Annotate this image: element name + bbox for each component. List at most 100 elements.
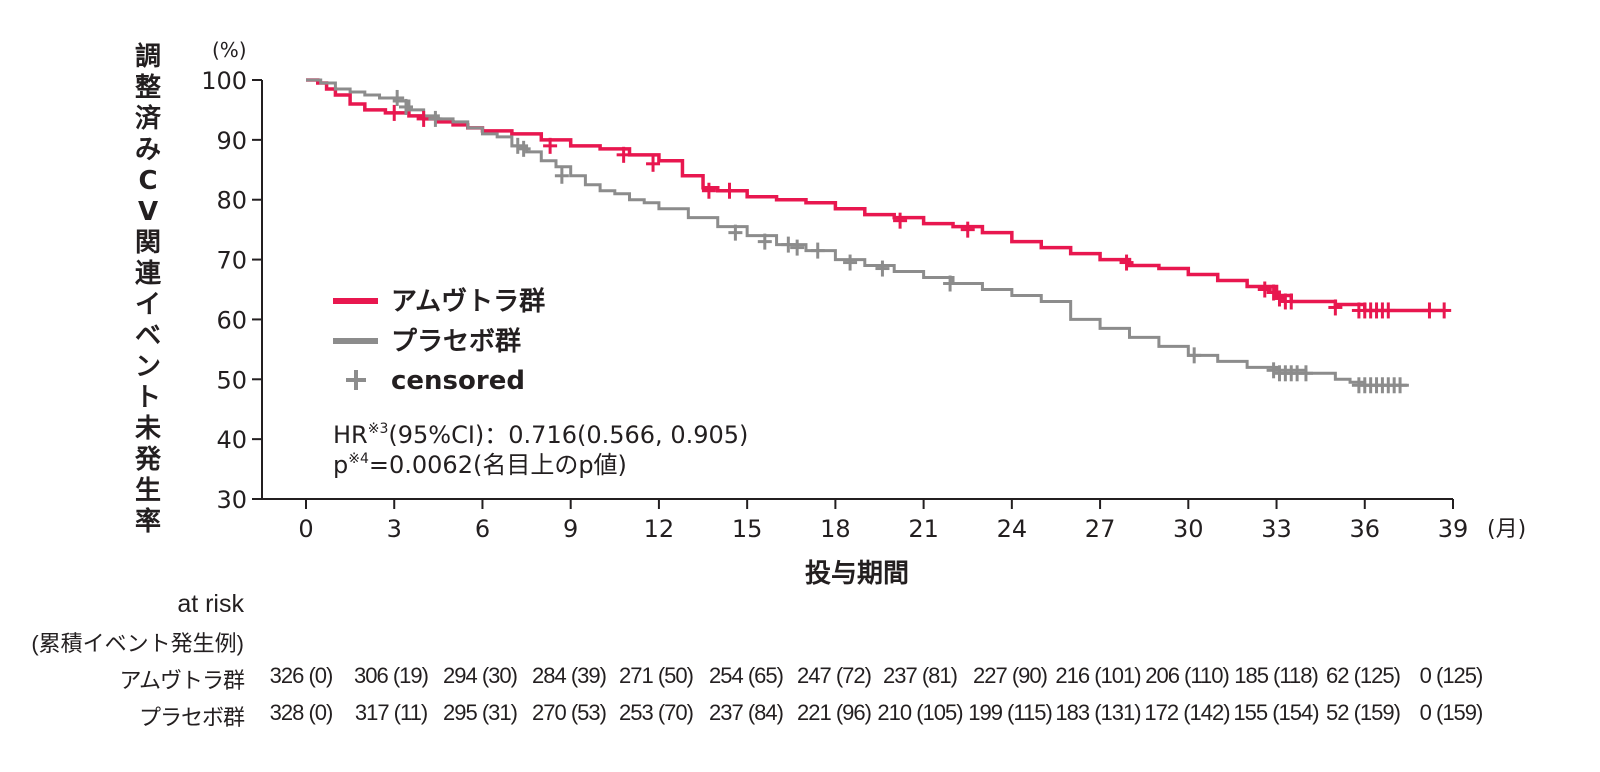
at-risk-cell: 326 (0) <box>269 663 334 688</box>
x-tick-label: 30 <box>1173 515 1204 543</box>
at-risk-row: プラセボ群 328 (0) 317 (11) 295 (31) 270 (53) 253 … <box>0 700 1600 730</box>
at-risk-cell: 199 (115) <box>968 700 1053 725</box>
at-risk-cell: 172 (142) <box>1144 700 1230 725</box>
at-risk-row-name: プラセボ群 <box>138 705 245 730</box>
y-tick-label: 80 <box>216 187 247 215</box>
at-risk-cell: 271 (50) <box>619 663 694 688</box>
x-unit-label: (月) <box>1487 517 1526 542</box>
y-axis-label-char: 発 <box>134 445 161 475</box>
censor-mark <box>1119 254 1134 271</box>
at-risk-cell: 0 (125) <box>1419 663 1484 688</box>
censor-mark <box>1437 302 1452 319</box>
censor-mark <box>1328 299 1343 316</box>
at-risk-cell: 216 (101) <box>1055 663 1141 688</box>
censor-mark <box>390 89 405 106</box>
y-axis-label-char: 率 <box>134 507 161 537</box>
y-axis-label-char: ン <box>134 352 161 382</box>
x-tick-label: 0 <box>298 515 313 543</box>
censor-mark <box>757 233 772 250</box>
censor-mark <box>398 98 413 115</box>
at-risk-cell: 328 (0) <box>269 700 334 725</box>
censor-mark <box>616 146 631 163</box>
y-axis-label-char: ト <box>134 383 161 413</box>
censor-mark <box>843 254 858 271</box>
p-annotation: p※4=0.0062(名目上のp値) <box>333 451 627 479</box>
censor-mark <box>646 155 661 172</box>
y-tick-label: 30 <box>216 486 247 514</box>
x-tick-label: 15 <box>732 515 763 543</box>
x-tick-label: 21 <box>908 515 939 543</box>
at-risk-cell: 210 (105) <box>877 700 963 725</box>
x-axis-label: 投与期間 <box>805 559 909 589</box>
y-axis-label-char: み <box>134 135 161 165</box>
censor-mark <box>1422 302 1437 319</box>
at-risk-subtitle: (累積イベント発生例) <box>31 631 244 656</box>
at-risk-cell: 206 (110) <box>1145 663 1230 688</box>
x-tick-label: 9 <box>563 515 578 543</box>
y-axis-label-char: 未 <box>134 414 161 444</box>
at-risk-cell: 253 (70) <box>619 700 694 725</box>
at-risk-cell: 254 (65) <box>709 663 784 688</box>
censor-mark <box>790 239 805 256</box>
censor-mark <box>893 212 908 229</box>
axes <box>252 79 1454 509</box>
at-risk-cell: 306 (19) <box>354 663 429 688</box>
y-axis-label-char: 整 <box>134 73 161 103</box>
censor-mark <box>554 167 569 184</box>
series-lines <box>306 78 1445 387</box>
y-axis-label-char: C <box>138 166 158 196</box>
at-risk-cell: 0 (159) <box>1419 700 1484 725</box>
censor-mark <box>416 110 431 127</box>
at-risk-cell: 183 (131) <box>1055 700 1141 725</box>
x-tick-label: 39 <box>1438 515 1469 543</box>
y-unit-label: (%) <box>212 38 247 62</box>
series-line-placebo <box>306 78 1409 387</box>
legend-label: censored <box>391 366 525 396</box>
y-axis-label-char: 生 <box>134 476 161 506</box>
y-axis-label-char: 済 <box>134 104 161 134</box>
censor-mark <box>960 221 975 238</box>
y-axis-label-char: イ <box>134 290 161 320</box>
censor-mark <box>1187 347 1202 364</box>
annotation: HR※3(95%CI)：0.716(0.566, 0.905)p※4=0.006… <box>333 421 748 479</box>
y-tick-label: 60 <box>216 306 247 334</box>
y-axis-label-char: ベ <box>134 321 161 351</box>
series-line-amvuttra <box>306 78 1445 313</box>
censor-markers <box>387 89 1452 394</box>
at-risk-cell: 247 (72) <box>797 663 872 688</box>
y-axis-label-char: 調 <box>134 42 161 72</box>
legend-label: プラセボ群 <box>391 327 521 357</box>
censor-mark <box>428 110 443 127</box>
y-axis-label-char: 連 <box>134 259 161 289</box>
at-risk-cell: 295 (31) <box>443 700 518 725</box>
at-risk-table: at risk (累積イベント発生例) アムヴトラ群 326 (0) 306 (19… <box>0 590 1600 770</box>
at-risk-cell: 270 (53) <box>532 700 607 725</box>
y-tick-label: 90 <box>216 127 247 155</box>
x-tick-label: 3 <box>387 515 402 543</box>
censor-mark <box>943 275 958 292</box>
y-tick-label: 50 <box>216 366 247 394</box>
censor-mark <box>1298 365 1313 382</box>
censor-mark <box>387 104 402 121</box>
at-risk-cell: 294 (30) <box>443 663 518 688</box>
at-risk-cell: 52 (159) <box>1326 700 1401 725</box>
censor-mark <box>543 137 558 154</box>
y-tick-label: 100 <box>201 67 247 95</box>
at-risk-cell: 185 (118) <box>1234 663 1319 688</box>
censor-mark <box>1257 281 1272 298</box>
censor-mark <box>781 236 796 253</box>
legend-label: アムヴトラ群 <box>391 286 545 317</box>
censor-mark <box>722 182 737 199</box>
censor-mark <box>701 182 716 199</box>
at-risk-cell: 284 (39) <box>532 663 607 688</box>
x-tick-label: 33 <box>1261 515 1292 543</box>
censor-mark <box>875 260 890 277</box>
at-risk-cell: 237 (81) <box>883 663 958 688</box>
x-tick-label: 18 <box>820 515 851 543</box>
x-tick-label: 27 <box>1085 515 1116 543</box>
at-risk-cell: 221 (96) <box>797 700 872 725</box>
x-tick-label: 12 <box>644 515 675 543</box>
